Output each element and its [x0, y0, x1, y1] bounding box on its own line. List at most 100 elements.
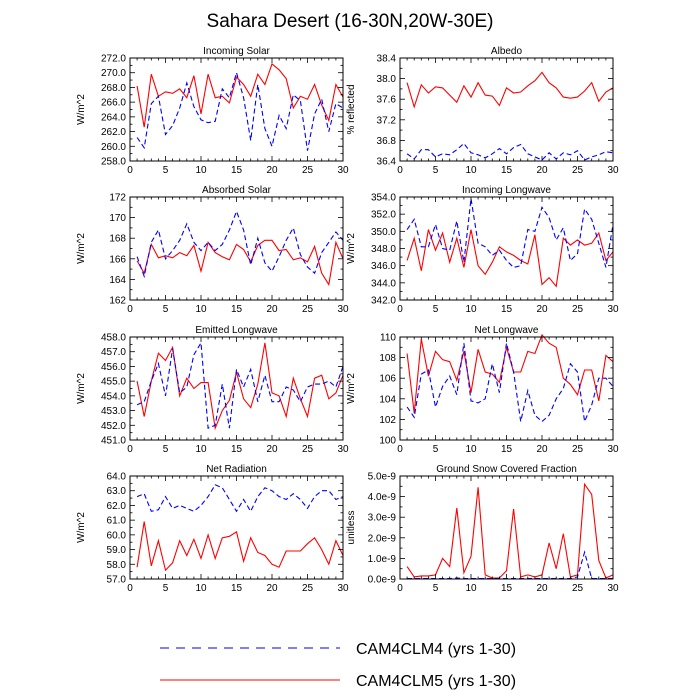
- y-tick-label: 272.0: [101, 54, 126, 65]
- y-tick-label: 36.8: [377, 136, 397, 147]
- x-tick-label: 25: [302, 304, 314, 315]
- y-tick-label: 262.0: [101, 127, 126, 138]
- x-tick-label: 25: [572, 444, 584, 455]
- x-tick-label: 5: [433, 165, 439, 176]
- legend-label: CAM4CLM5 (yrs 1-30): [356, 673, 516, 690]
- x-tick-label: 30: [337, 444, 349, 455]
- y-tick-label: 104: [379, 394, 396, 405]
- y-tick-label: 166: [109, 254, 126, 265]
- y-axis-label: W/m^2: [76, 233, 87, 264]
- y-tick-label: 58.0: [107, 560, 127, 571]
- y-tick-label: 454.0: [101, 391, 126, 402]
- x-tick-label: 15: [501, 583, 513, 594]
- x-tick-label: 15: [231, 165, 243, 176]
- y-tick-label: 5.0e-9: [368, 472, 397, 483]
- plot-frame: [129, 475, 344, 580]
- series-line-cam4clm5: [136, 342, 344, 431]
- series-line-cam4clm5: [406, 71, 614, 109]
- y-tick-label: 102: [379, 415, 396, 426]
- x-tick-label: 20: [536, 304, 548, 315]
- legend: CAM4CLM4 (yrs 1-30) CAM4CLM5 (yrs 1-30): [160, 641, 516, 690]
- x-tick-label: 15: [501, 304, 513, 315]
- chart-panel-2: Albedo % reflected 0 5 10 15 20 25 30 36.4 36.8 37.…: [346, 46, 619, 176]
- y-tick-label: 456.0: [101, 362, 126, 373]
- chart-panel-7: Net Radiation W/m^2 0 5 10 15 20 25 30 57.0 58.0 59…: [76, 464, 349, 594]
- x-tick-label: 25: [302, 165, 314, 176]
- x-tick-label: 15: [501, 444, 513, 455]
- x-tick-label: 15: [231, 304, 243, 315]
- y-tick-label: 57.0: [107, 575, 127, 586]
- x-tick-label: 0: [397, 165, 403, 176]
- x-tick-label: 25: [302, 583, 314, 594]
- plot-frame: [399, 57, 614, 162]
- chart-panel-6: Net Longwave W/m^2 0 5 10 15 20 25 30 100 102 104 10…: [346, 325, 619, 455]
- y-tick-label: 62.0: [107, 501, 127, 512]
- series-line-cam4clm4: [136, 209, 344, 279]
- panel-title: Incoming Longwave: [462, 185, 551, 196]
- y-tick-label: 63.0: [107, 486, 127, 497]
- x-tick-label: 0: [127, 583, 133, 594]
- plot-frame: [399, 196, 614, 301]
- x-tick-label: 20: [536, 583, 548, 594]
- y-tick-label: 37.6: [377, 95, 397, 106]
- y-axis-label: W/m^2: [76, 373, 87, 404]
- x-tick-label: 15: [231, 444, 243, 455]
- series-line-cam4clm5: [406, 333, 614, 414]
- y-tick-label: 268.0: [101, 83, 126, 94]
- series-line-cam4clm4: [136, 484, 344, 513]
- series-line-cam4clm4: [136, 70, 344, 151]
- y-tick-label: 455.0: [101, 377, 126, 388]
- panel-title: Ground Snow Covered Fraction: [436, 464, 577, 475]
- x-tick-label: 30: [607, 444, 619, 455]
- y-tick-label: 64.0: [107, 472, 127, 483]
- chart-panel-3: Absorbed Solar W/m^2 0 5 10 15 20 25 30 162 164 166…: [76, 185, 349, 315]
- panel-title: Albedo: [491, 46, 523, 57]
- x-tick-label: 30: [607, 583, 619, 594]
- x-tick-label: 25: [302, 444, 314, 455]
- legend-label: CAM4CLM4 (yrs 1-30): [356, 641, 516, 658]
- x-tick-label: 5: [163, 583, 169, 594]
- series-line-cam4clm5: [406, 229, 614, 288]
- series-line-cam4clm4: [136, 341, 344, 429]
- y-tick-label: 37.2: [377, 115, 397, 126]
- y-tick-label: 457.0: [101, 347, 126, 358]
- x-tick-label: 5: [163, 444, 169, 455]
- x-tick-label: 20: [536, 444, 548, 455]
- y-tick-label: 168: [109, 234, 126, 245]
- series-line-cam4clm5: [136, 62, 344, 128]
- y-tick-label: 170: [109, 213, 126, 224]
- x-tick-label: 5: [433, 304, 439, 315]
- x-tick-label: 10: [465, 304, 477, 315]
- y-tick-label: 458.0: [101, 333, 126, 344]
- x-tick-label: 10: [195, 583, 207, 594]
- y-tick-label: 106: [379, 374, 396, 385]
- x-tick-label: 15: [231, 583, 243, 594]
- panel-title: Absorbed Solar: [202, 185, 272, 196]
- x-tick-label: 10: [195, 165, 207, 176]
- series-line-cam4clm4: [407, 550, 613, 580]
- x-tick-label: 20: [266, 583, 278, 594]
- y-tick-label: 164: [109, 275, 126, 286]
- y-axis-label: W/m^2: [346, 233, 357, 264]
- y-tick-label: 38.0: [377, 74, 397, 85]
- y-tick-label: 108: [379, 353, 396, 364]
- chart-panel-5: Emitted Longwave W/m^2 0 5 10 15 20 25 30 451.0 45…: [76, 325, 349, 455]
- y-tick-label: 258.0: [101, 157, 126, 168]
- y-tick-label: 0.0e-9: [368, 575, 397, 586]
- x-tick-label: 15: [501, 165, 513, 176]
- y-tick-label: 346.0: [371, 261, 396, 272]
- y-tick-label: 36.4: [377, 157, 397, 168]
- x-tick-label: 5: [433, 444, 439, 455]
- x-tick-label: 10: [195, 304, 207, 315]
- y-tick-label: 260.0: [101, 142, 126, 153]
- x-tick-label: 25: [572, 304, 584, 315]
- y-tick-label: 4.0e-9: [368, 492, 397, 503]
- y-tick-label: 60.0: [107, 530, 127, 541]
- x-tick-label: 0: [397, 304, 403, 315]
- x-tick-label: 25: [572, 583, 584, 594]
- y-tick-label: 453.0: [101, 406, 126, 417]
- series-line-cam4clm4: [406, 198, 614, 269]
- y-axis-label: W/m^2: [346, 373, 357, 404]
- x-tick-label: 30: [337, 165, 349, 176]
- y-tick-label: 266.0: [101, 98, 126, 109]
